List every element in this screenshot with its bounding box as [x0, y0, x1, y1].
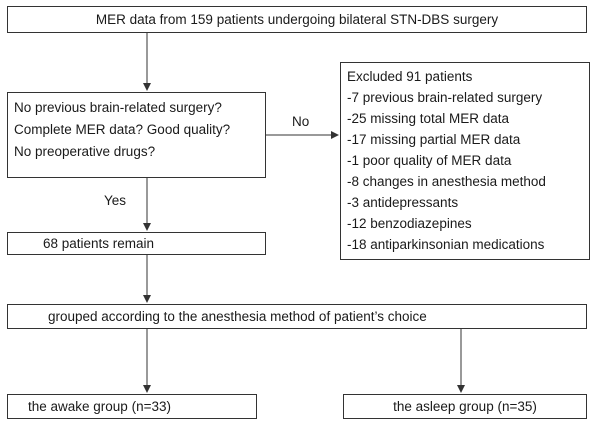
awake-group-text: the awake group (n=33) [28, 398, 171, 414]
grouped-box-text: grouped according to the anesthesia meth… [48, 308, 427, 324]
excluded-item: -7 previous brain-related surgery [347, 90, 543, 105]
remain-box: 68 patients remain [7, 232, 266, 255]
asleep-group-text: the asleep group (n=35) [393, 398, 537, 414]
top-box-text: MER data from 159 patients undergoing bi… [95, 11, 499, 27]
excluded-item: -17 missing partial MER data [347, 132, 521, 147]
no-label: No [292, 114, 310, 129]
criteria-line: No previous brain-related surgery? [14, 100, 222, 115]
yes-label: Yes [104, 193, 127, 208]
criteria-line: No preoperative drugs? [14, 144, 156, 159]
grouped-box: grouped according to the anesthesia meth… [7, 304, 587, 329]
excluded-item: -25 missing total MER data [347, 111, 510, 126]
excluded-box: Excluded 91 patients -7 previous brain-r… [340, 62, 590, 260]
remain-box-text: 68 patients remain [43, 235, 155, 251]
excluded-item: -12 benzodiazepines [347, 216, 472, 231]
awake-group-box: the awake group (n=33) [7, 394, 257, 419]
excluded-item: -3 antidepressants [347, 195, 459, 210]
excluded-title: Excluded 91 patients [347, 69, 473, 84]
criteria-box: No previous brain-related surgery? Compl… [7, 92, 266, 178]
excluded-item: -8 changes in anesthesia method [347, 174, 546, 189]
top-box: MER data from 159 patients undergoing bi… [7, 6, 587, 33]
excluded-item: -1 poor quality of MER data [347, 153, 512, 168]
criteria-line: Complete MER data? Good quality? [14, 122, 231, 137]
asleep-group-box: the asleep group (n=35) [343, 394, 587, 419]
excluded-item: -18 antiparkinsonian medications [347, 237, 545, 252]
